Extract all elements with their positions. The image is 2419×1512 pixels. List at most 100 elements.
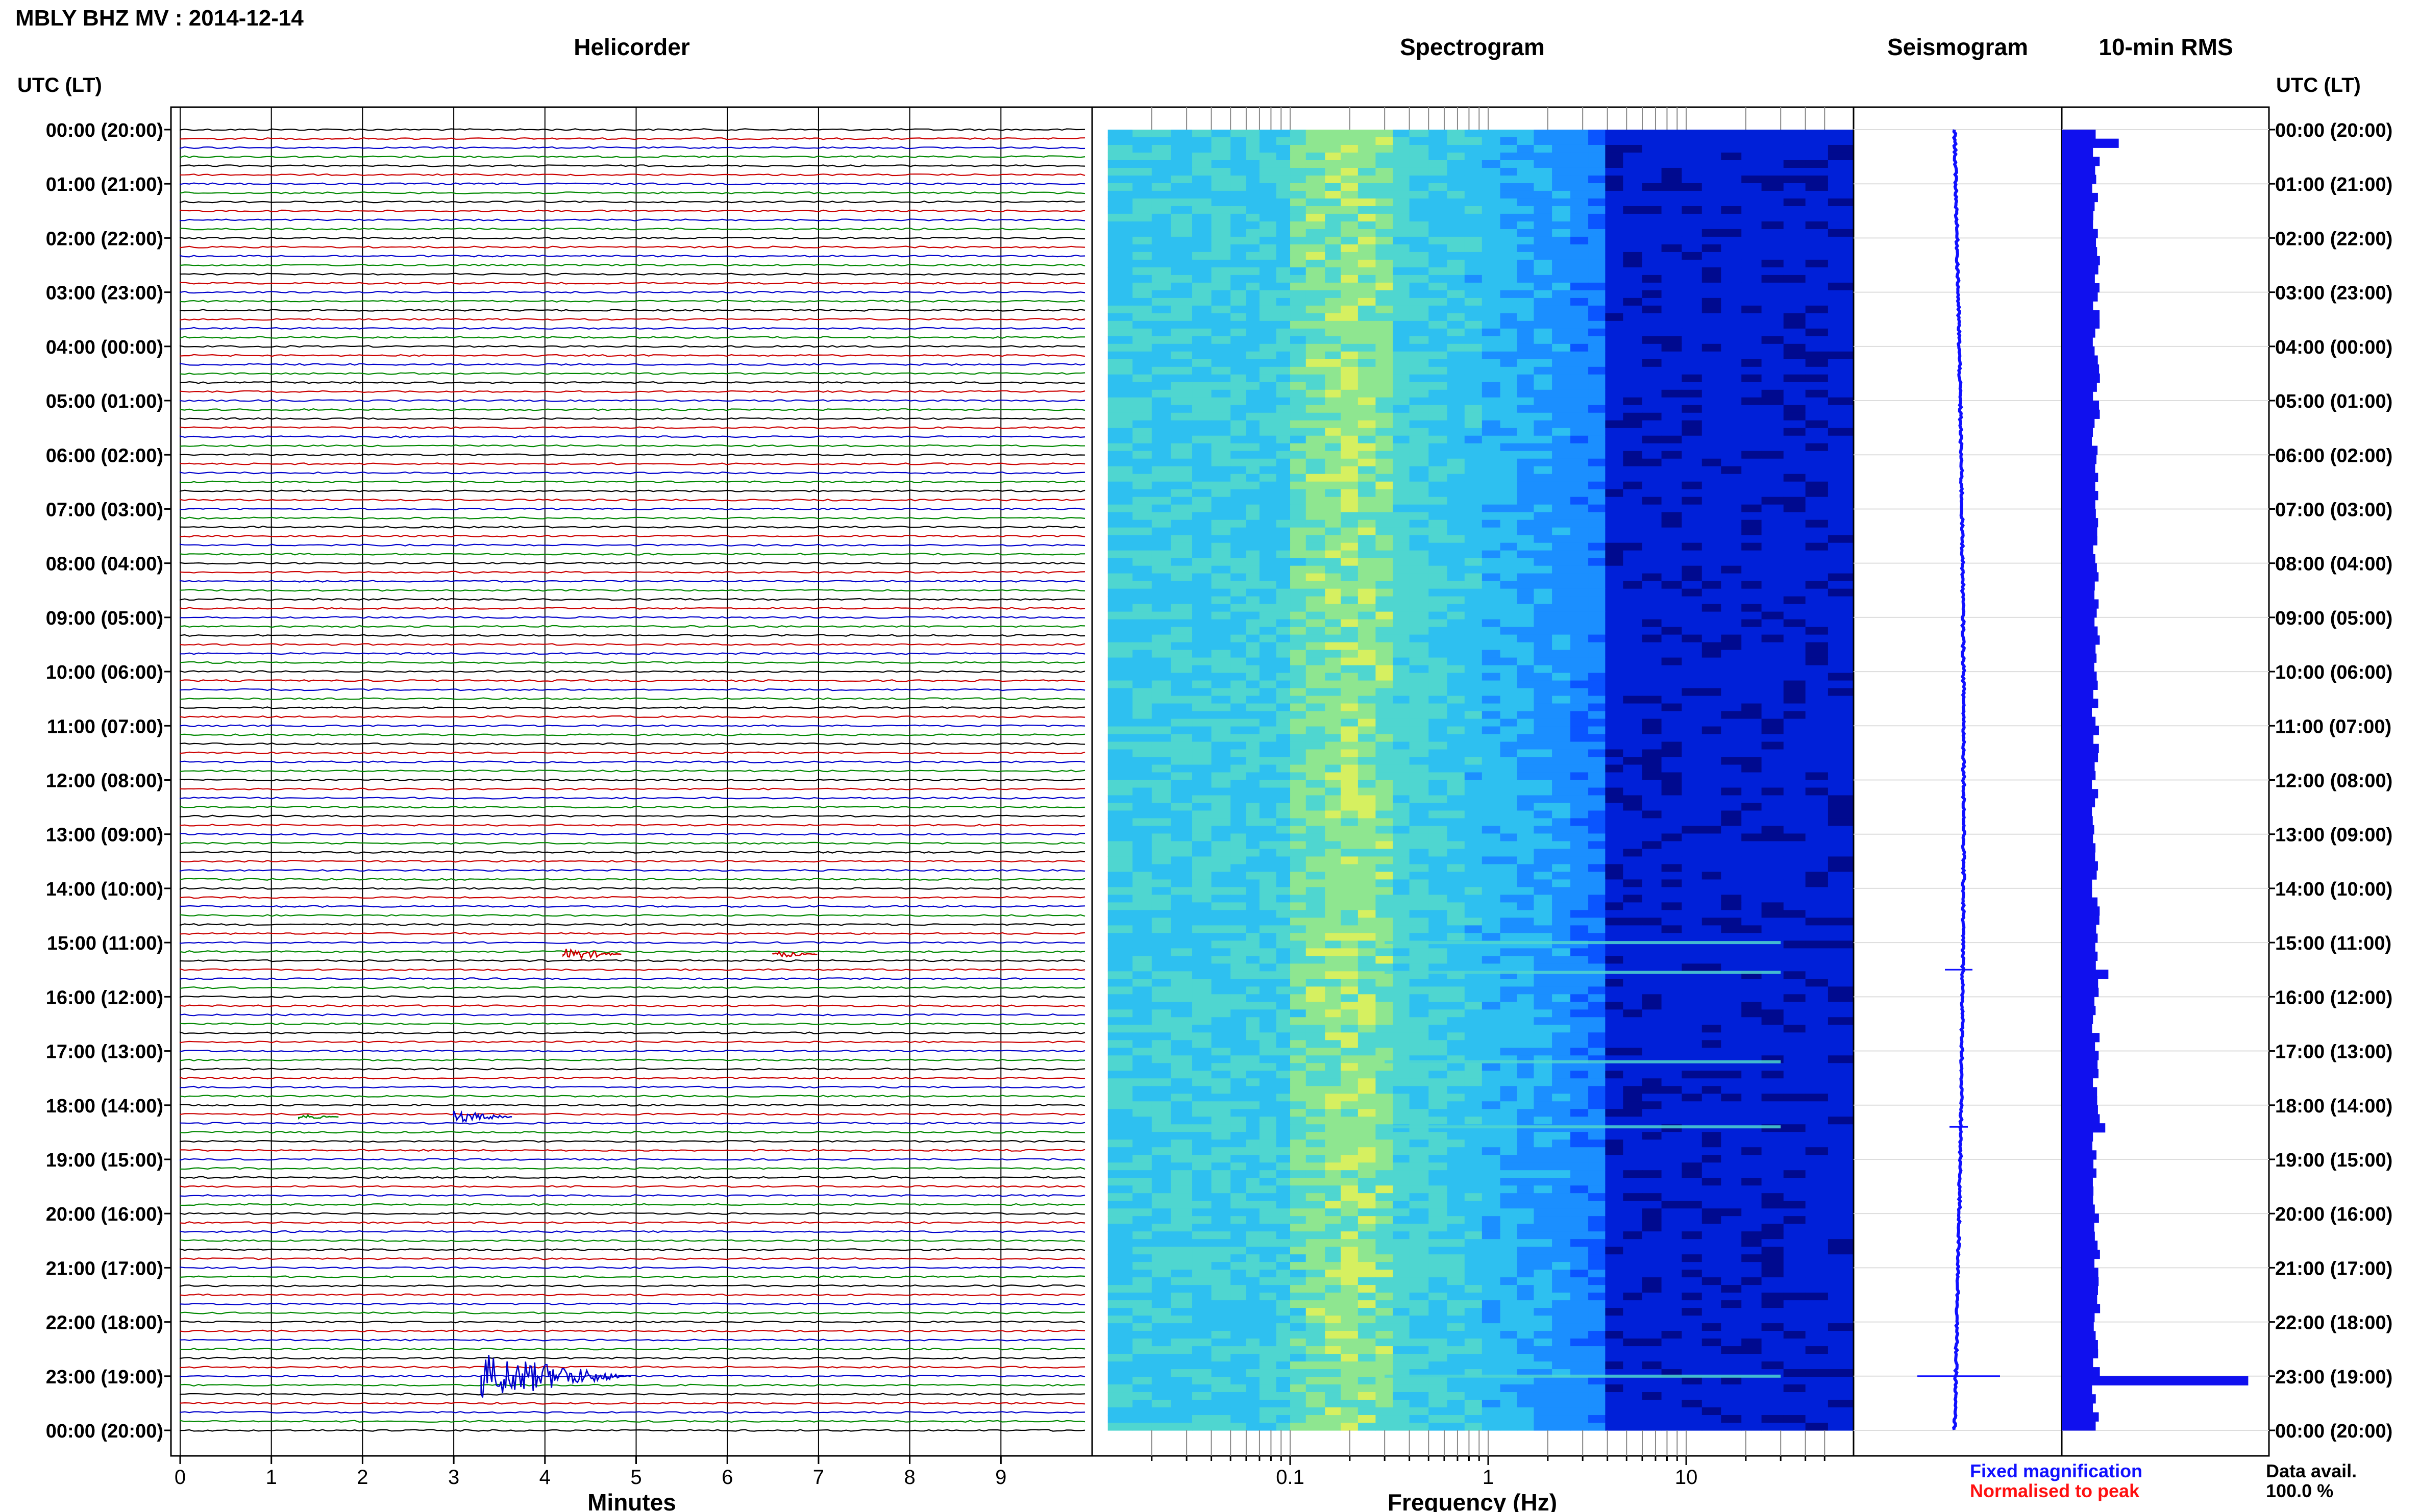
spectrogram-cell: [1552, 259, 1571, 268]
spectrogram-cell: [1409, 366, 1429, 375]
spectrogram-cell: [1276, 374, 1291, 383]
spectrogram-cell: [1375, 657, 1393, 666]
helicorder-trace: [179, 173, 1085, 177]
spectrogram-cell: [1107, 144, 1133, 153]
spectrogram-cell: [1661, 565, 1683, 574]
spectrogram-cell: [1305, 841, 1325, 850]
helicorder-trace: [179, 516, 1085, 519]
spectrogram-cell: [1605, 787, 1623, 796]
spectrogram-cell: [1464, 879, 1483, 888]
spectrogram-cell: [1325, 336, 1341, 344]
spectrogram-cell: [1761, 535, 1784, 543]
spectrogram-cell: [1500, 290, 1518, 299]
spectrogram-cell: [1761, 1017, 1784, 1025]
spectrogram-cell: [1246, 313, 1260, 321]
spectrogram-cell: [1588, 183, 1606, 191]
spectrogram-cell: [1325, 565, 1341, 574]
spectrogram-cell: [1305, 933, 1325, 941]
spectrogram-cell: [1211, 374, 1231, 383]
spectrogram-cell: [1761, 267, 1784, 276]
spectrogram-cell: [1428, 451, 1448, 459]
spectrogram-cell: [1534, 389, 1552, 398]
spectrogram-cell: [1482, 757, 1501, 765]
helicorder-trace: [179, 742, 1085, 746]
spectrogram-cell: [1642, 213, 1662, 222]
spectrogram-cell: [1500, 1009, 1518, 1018]
spectrogram-cell: [1305, 527, 1325, 536]
spectrogram-cell: [1375, 741, 1393, 750]
spectrogram-cell: [1246, 336, 1260, 344]
spectrogram-cell: [1661, 313, 1683, 321]
spectrogram-cell: [1341, 435, 1359, 444]
spectrogram-cell: [1682, 650, 1702, 658]
spectrogram-cell: [1517, 175, 1535, 184]
spectrogram-cell: [1305, 382, 1325, 390]
spectrogram-cell: [1588, 718, 1606, 727]
spectrogram-cell: [1325, 236, 1341, 245]
spectrogram-cell: [1357, 382, 1376, 390]
spectrogram-cell: [1570, 290, 1589, 299]
spectrogram-cell: [1517, 1002, 1535, 1010]
spectrogram-cell: [1290, 267, 1306, 276]
spectrogram-cell: [1500, 144, 1518, 153]
spectrogram-cell: [1447, 336, 1465, 344]
spectrogram-cell: [1276, 841, 1291, 850]
spectrogram-cell: [1393, 305, 1410, 314]
spectrogram-cell: [1428, 902, 1448, 910]
spectrogram-cell: [1682, 634, 1702, 643]
spectrogram-cell: [1305, 198, 1325, 207]
spectrogram-cell: [1107, 190, 1133, 199]
spectrogram-cell: [1482, 619, 1501, 628]
spectrogram-cell: [1721, 382, 1742, 390]
spectrogram-cell: [1357, 749, 1376, 758]
spectrogram-cell: [1276, 504, 1291, 513]
spectrogram-cell: [1701, 749, 1722, 758]
spectrogram-cell: [1276, 879, 1291, 888]
spectrogram-cell: [1305, 611, 1325, 620]
spectrogram-cell: [1828, 711, 1854, 720]
spectrogram-cell: [1341, 956, 1359, 964]
helicorder-trace: [179, 715, 1085, 718]
spectrogram-cell: [1246, 542, 1260, 551]
spectrogram-cell: [1588, 130, 1606, 138]
spectrogram-cell: [1464, 895, 1483, 903]
spectrogram-cell: [1761, 466, 1784, 475]
spectrogram-cell: [1552, 190, 1571, 199]
spectrogram-cell: [1682, 581, 1702, 589]
spectrogram-cell: [1357, 397, 1376, 406]
spectrogram-cell: [1464, 795, 1483, 804]
spectrogram-cell: [1341, 336, 1359, 344]
spectrogram-cell: [1171, 1040, 1193, 1048]
spectrogram-cell: [1305, 764, 1325, 773]
spectrogram-cell: [1305, 481, 1325, 490]
helicorder-trace: [179, 363, 1085, 366]
spectrogram-cell: [1305, 833, 1325, 842]
spectrogram-cell: [1447, 328, 1465, 337]
spectrogram-cell: [1517, 389, 1535, 398]
spectrogram-cell: [1682, 757, 1702, 765]
spectrogram-cell: [1171, 696, 1193, 704]
spectrogram-cell: [1192, 711, 1212, 720]
spectrogram-cell: [1464, 910, 1483, 918]
spectrogram-cell: [1290, 397, 1306, 406]
spectrogram-cell: [1605, 627, 1623, 635]
helicorder-xtick-label: 1: [266, 1466, 277, 1489]
helicorder-trace: [179, 345, 1085, 348]
spectrogram-cell: [1357, 986, 1376, 995]
spectrogram-cell: [1151, 206, 1172, 214]
spectrogram-cell: [1623, 718, 1643, 727]
spectrogram-cell: [1701, 657, 1722, 666]
helicorder-trace: [179, 733, 1085, 736]
spectrogram-cell: [1276, 604, 1291, 612]
spectrogram-cell: [1171, 1032, 1193, 1040]
spectrogram-cell: [1761, 229, 1784, 237]
spectrogram-cell: [1783, 588, 1806, 597]
spectrogram-cell: [1230, 359, 1247, 367]
spectrogram-cell: [1482, 366, 1501, 375]
spectrogram-cell: [1828, 588, 1854, 597]
spectrogram-cell: [1409, 948, 1429, 956]
spectrogram-cell: [1642, 818, 1662, 827]
spectrogram-cell: [1552, 833, 1571, 842]
spectrogram-cell: [1805, 688, 1829, 697]
spectrogram-cell: [1151, 282, 1172, 291]
